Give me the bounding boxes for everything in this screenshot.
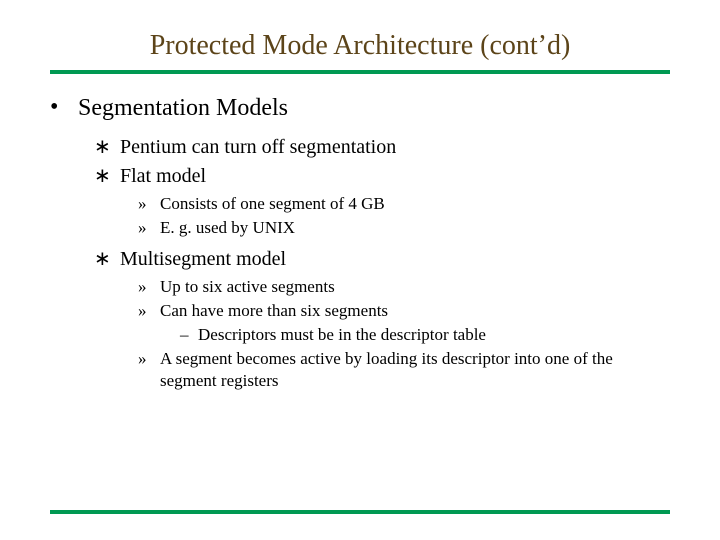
bullet-level2: ∗ Flat model [94,164,670,189]
bullet-level2: ∗ Pentium can turn off segmentation [94,135,670,160]
bullet-text: Segmentation Models [78,94,288,123]
bullet-marker-l3: » [138,300,160,322]
bullet-text: Up to six active segments [160,276,335,298]
slide-title-wrap: Protected Mode Architecture (cont’d) [50,30,670,62]
bullet-level1: • Segmentation Models [50,94,670,123]
bullet-text: Consists of one segment of 4 GB [160,193,385,215]
bottom-rule [50,510,670,514]
bullet-marker-l3: » [138,348,160,392]
bullet-marker-l2: ∗ [94,135,120,160]
bullet-marker-l3: » [138,276,160,298]
bullet-text: Flat model [120,164,206,189]
bullet-text: A segment becomes active by loading its … [160,348,670,392]
bullet-level3: » Can have more than six segments [138,300,670,322]
bullet-text: Descriptors must be in the descriptor ta… [198,324,486,346]
slide-title: Protected Mode Architecture (cont’d) [150,30,571,61]
bullet-level2: ∗ Multisegment model [94,247,670,272]
bullet-level3: » Consists of one segment of 4 GB [138,193,670,215]
bullet-text: Can have more than six segments [160,300,388,322]
bullet-marker-l3: » [138,193,160,215]
bullet-marker-l2: ∗ [94,247,120,272]
bullet-marker-l4: – [180,324,198,346]
bullet-text: Pentium can turn off segmentation [120,135,396,160]
bullet-marker-l1: • [50,94,78,123]
title-underline [50,70,670,74]
bullet-text: Multisegment model [120,247,286,272]
bullet-level3: » Up to six active segments [138,276,670,298]
bullet-marker-l3: » [138,217,160,239]
bullet-marker-l2: ∗ [94,164,120,189]
bullet-text: E. g. used by UNIX [160,217,295,239]
slide-content: • Segmentation Models ∗ Pentium can turn… [50,94,670,392]
bullet-level3: » A segment becomes active by loading it… [138,348,670,392]
bullet-level4: – Descriptors must be in the descriptor … [180,324,670,346]
bullet-level3: » E. g. used by UNIX [138,217,670,239]
